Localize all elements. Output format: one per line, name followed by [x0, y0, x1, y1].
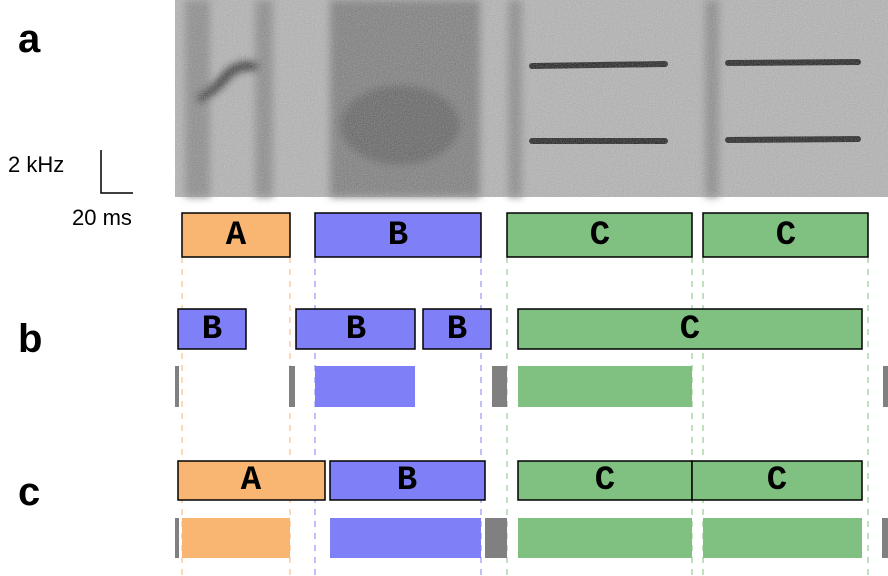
segment-label: B	[397, 462, 417, 500]
spectrogram-noise	[175, 0, 888, 197]
state-bar	[518, 366, 692, 407]
segment-label: C	[680, 311, 700, 349]
silence-bar	[882, 518, 888, 558]
segment-label: C	[776, 217, 796, 255]
frequency-scale: 2 kHz	[8, 152, 64, 177]
silence-bar	[883, 366, 888, 407]
state-bar	[182, 518, 290, 558]
segment-label: C	[590, 217, 610, 255]
silence-bar	[175, 518, 179, 558]
figure: 2 kHz 20 ms a b c A B C C B B B C	[0, 0, 888, 576]
silence-bar	[492, 366, 507, 407]
row-b: B B B C	[175, 309, 888, 407]
segment-label: A	[226, 217, 247, 255]
segment-label: B	[346, 311, 366, 349]
silence-bar	[289, 366, 295, 407]
segment-label: B	[202, 311, 222, 349]
time-scale: 20 ms	[72, 205, 132, 230]
state-bar	[315, 366, 415, 407]
row-c: A B C C	[175, 461, 888, 558]
row-a: A B C C	[182, 213, 868, 257]
segment-label: B	[447, 311, 467, 349]
silence-bar	[485, 518, 507, 558]
panel-label: b	[18, 317, 42, 361]
spectrogram	[175, 0, 888, 197]
panel-label: c	[18, 470, 40, 514]
segment-label: C	[767, 462, 787, 500]
segment-label: C	[595, 462, 615, 500]
panel-label: a	[18, 17, 41, 61]
scale-bar	[101, 150, 133, 193]
segment-label: A	[241, 462, 262, 500]
silence-bar	[175, 366, 179, 407]
state-bar	[703, 518, 862, 558]
state-bar	[330, 518, 481, 558]
segment-label: B	[388, 217, 408, 255]
state-bar	[518, 518, 692, 558]
